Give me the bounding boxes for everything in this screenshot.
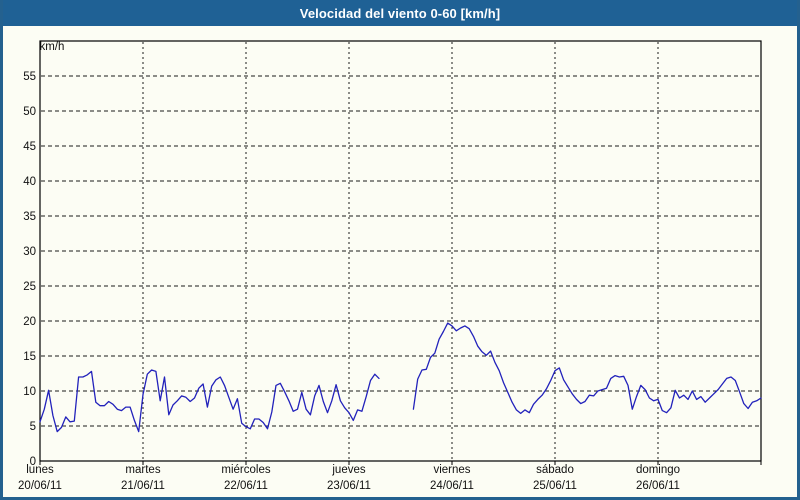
day-name-label: domingo	[636, 464, 680, 476]
y-tick-label: 25	[23, 281, 36, 293]
y-tick-label: 30	[23, 246, 36, 258]
y-axis-unit-label: km/h	[40, 41, 65, 53]
y-tick-label: 45	[23, 141, 36, 153]
day-date-label: 25/06/11	[533, 480, 577, 492]
y-tick-label: 20	[23, 316, 36, 328]
plot-border	[39, 40, 762, 462]
y-tick-label: 10	[23, 386, 36, 398]
y-tick-label: 55	[23, 71, 36, 83]
y-tick-label: 0	[30, 456, 36, 468]
day-name-label: sábado	[536, 464, 574, 476]
day-date-label: 20/06/11	[18, 480, 62, 492]
day-date-label: 24/06/11	[430, 480, 474, 492]
series-line	[39, 322, 762, 433]
day-name-label: jueves	[331, 464, 365, 476]
chart-title-bar: Velocidad del viento 0-60 [km/h]	[3, 0, 797, 26]
y-tick-label: 5	[30, 421, 36, 433]
day-date-label: 23/06/11	[327, 480, 371, 492]
y-tick-label: 35	[23, 211, 36, 223]
y-tick-label: 50	[23, 106, 36, 118]
day-date-label: 22/06/11	[224, 480, 268, 492]
day-date-label: 26/06/11	[636, 480, 680, 492]
y-tick-label: 15	[23, 351, 36, 363]
day-name-label: viernes	[433, 464, 470, 476]
day-name-label: miércoles	[221, 464, 270, 476]
chart-title: Velocidad del viento 0-60 [km/h]	[299, 5, 501, 21]
y-tick-label: 40	[23, 176, 36, 188]
day-name-label: lunes	[26, 464, 54, 476]
day-date-label: 21/06/11	[121, 480, 165, 492]
day-name-label: martes	[125, 464, 160, 476]
